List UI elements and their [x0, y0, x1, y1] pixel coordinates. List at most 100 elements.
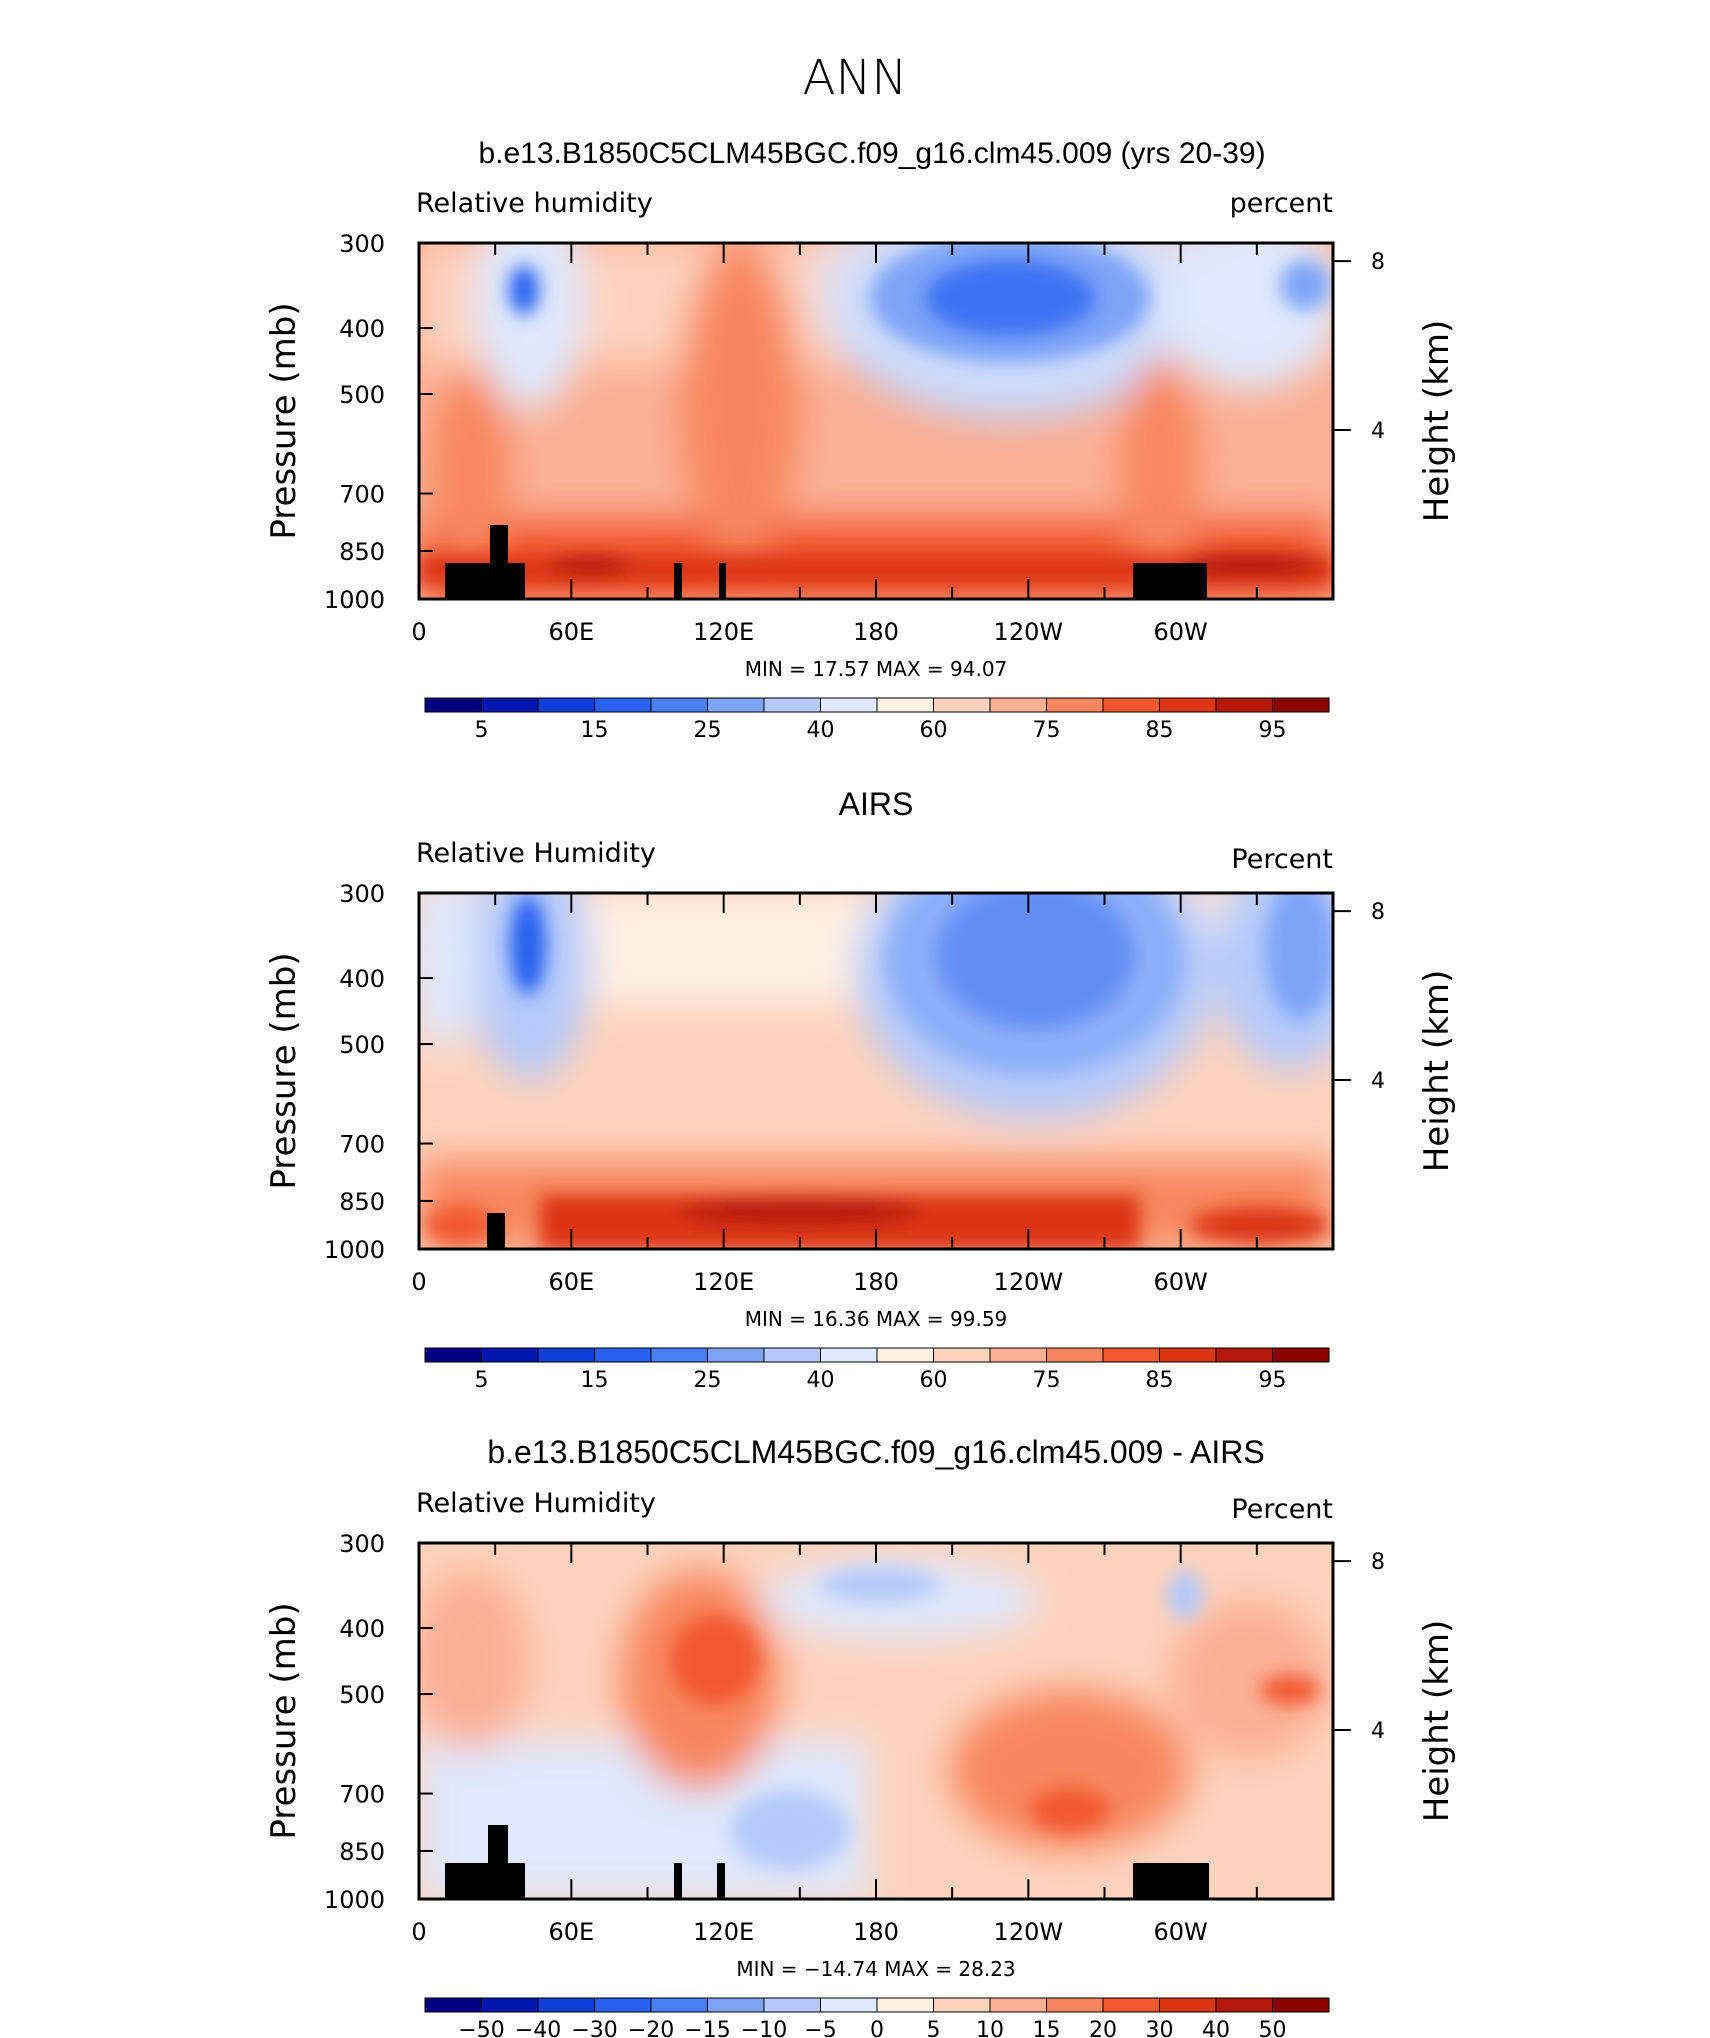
colorbar-label: 50 [1259, 2018, 1287, 2038]
colorbar-label: −30 [571, 2018, 617, 2038]
colorbar-label: 10 [976, 2018, 1004, 2038]
colorbar-swatch [876, 1347, 934, 1363]
colorbar-label: 15 [581, 1368, 609, 1393]
colorbar-swatch [707, 697, 765, 713]
colorbar-label: 15 [1033, 2018, 1061, 2038]
pressure-tick-label: 700 [339, 481, 385, 509]
pressure-tick-label: 400 [339, 965, 385, 993]
lon-tick-label: 120W [994, 1268, 1064, 1296]
colorbar-label: −10 [741, 2018, 787, 2038]
colorbar-swatch [650, 1997, 708, 2013]
panel-3-units-label: Percent [1231, 1494, 1333, 1525]
colorbar-swatch [763, 1997, 821, 2013]
colorbar-swatch [707, 1347, 765, 1363]
y-axis-label-right: Height (km) [1417, 970, 1457, 1173]
colorbar-swatch [1215, 1347, 1273, 1363]
panel-2: AIRS Relative Humidity Percent [264, 786, 1457, 1393]
colorbar-swatch [989, 1997, 1047, 2013]
lon-tick-label: 60E [548, 618, 594, 646]
pressure-tick-label: 400 [339, 1615, 385, 1643]
colorbar-swatch [650, 697, 708, 713]
colorbar-swatch [594, 697, 652, 713]
colorbar-label: 5 [475, 718, 489, 743]
colorbar-swatch [481, 1347, 539, 1363]
panel-1-axes: 300 400 500 700 850 1000 8 4 0 60E 120E 180 120W 60W P… [264, 230, 1457, 646]
colorbar-label: 20 [1089, 2018, 1117, 2038]
pressure-tick-label: 850 [339, 1188, 385, 1216]
colorbar-label: −40 [515, 2018, 561, 2038]
lon-tick-label: 120E [693, 1918, 754, 1946]
colorbar-swatch [1046, 697, 1104, 713]
panel-1-topography [445, 525, 1207, 599]
colorbar-swatch [1159, 697, 1217, 713]
colorbar-label: 60 [920, 718, 948, 743]
panel-2-units-label: Percent [1231, 844, 1333, 875]
pressure-tick-label: 500 [339, 1681, 385, 1709]
height-tick-label: 8 [1371, 900, 1385, 925]
colorbar-label: 95 [1259, 1368, 1287, 1393]
colorbar-swatch [820, 1347, 878, 1363]
colorbar-swatch [820, 1997, 878, 2013]
colorbar-label: 60 [920, 1368, 948, 1393]
colorbar-label: 5 [475, 1368, 489, 1393]
lon-tick-label: 0 [411, 1918, 426, 1946]
panel-3-stats: MIN = −14.74 MAX = 28.23 [736, 1957, 1015, 1981]
pressure-tick-label: 1000 [324, 1886, 385, 1914]
lon-tick-label: 0 [411, 618, 426, 646]
colorbar-label: 25 [694, 1368, 722, 1393]
colorbar-swatch [1046, 1997, 1104, 2013]
colorbar-label: 85 [1146, 718, 1174, 743]
lon-tick-label: 60W [1154, 618, 1208, 646]
colorbar-swatch [594, 1997, 652, 2013]
height-tick-label: 4 [1371, 1719, 1385, 1744]
colorbar-swatch [933, 697, 991, 713]
colorbar-label: 25 [694, 718, 722, 743]
colorbar-swatch [989, 1347, 1047, 1363]
panel-2-colorbar: 5 15 25 40 60 75 85 95 [424, 1347, 1330, 1393]
pressure-tick-label: 300 [339, 880, 385, 908]
colorbar-label: 0 [870, 2018, 884, 2038]
lon-tick-label: 120E [693, 618, 754, 646]
colorbar-label: 40 [807, 1368, 835, 1393]
panel-3-colorbar: −50 −40 −30 −20 −15 −10 −5 0 5 10 15 20 30 40 50 [424, 1997, 1330, 2038]
colorbar-swatch [707, 1997, 765, 2013]
panel-3-topography [445, 1825, 1209, 1899]
colorbar-label: 15 [581, 718, 609, 743]
colorbar-label: 5 [927, 2018, 941, 2038]
colorbar-swatch [876, 1997, 934, 2013]
lon-tick-label: 180 [853, 618, 899, 646]
colorbar-swatch [481, 697, 539, 713]
pressure-tick-label: 500 [339, 1031, 385, 1059]
panel-1-units-label: percent [1230, 188, 1333, 219]
colorbar-swatch [537, 697, 595, 713]
colorbar-swatch [594, 1347, 652, 1363]
colorbar-swatch [1272, 1997, 1330, 2013]
lon-tick-label: 60W [1154, 1268, 1208, 1296]
colorbar-swatch [424, 1347, 482, 1363]
panel-3-title: b.e13.B1850C5CLM45BGC.f09_g16.clm45.009 … [487, 1434, 1264, 1470]
panel-1-colorbar: 5 15 25 40 60 75 85 95 [424, 697, 1330, 743]
colorbar-swatch [820, 697, 878, 713]
pressure-tick-label: 700 [339, 1131, 385, 1159]
colorbar-swatch [1159, 1347, 1217, 1363]
panel-1: b.e13.B1850C5CLM45BGC.f09_g16.clm45.009 … [264, 137, 1457, 743]
pressure-tick-label: 300 [339, 230, 385, 258]
pressure-tick-label: 1000 [324, 586, 385, 614]
colorbar-swatch [933, 1997, 991, 2013]
panel-3: b.e13.B1850C5CLM45BGC.f09_g16.clm45.009 … [264, 1434, 1457, 2038]
colorbar-label: 95 [1259, 718, 1287, 743]
lon-tick-label: 60E [548, 1268, 594, 1296]
panel-3-contour-field [419, 1543, 1333, 1899]
colorbar-swatch [424, 1997, 482, 2013]
height-tick-label: 8 [1371, 250, 1385, 275]
colorbar-swatch [537, 1347, 595, 1363]
panel-2-title: AIRS [839, 786, 914, 822]
lon-tick-label: 120E [693, 1268, 754, 1296]
colorbar-swatch [763, 697, 821, 713]
colorbar-label: −50 [458, 2018, 504, 2038]
colorbar-swatch [763, 1347, 821, 1363]
panel-2-variable-label: Relative Humidity [416, 838, 656, 869]
height-tick-label: 4 [1371, 1069, 1385, 1094]
pressure-tick-label: 400 [339, 315, 385, 343]
